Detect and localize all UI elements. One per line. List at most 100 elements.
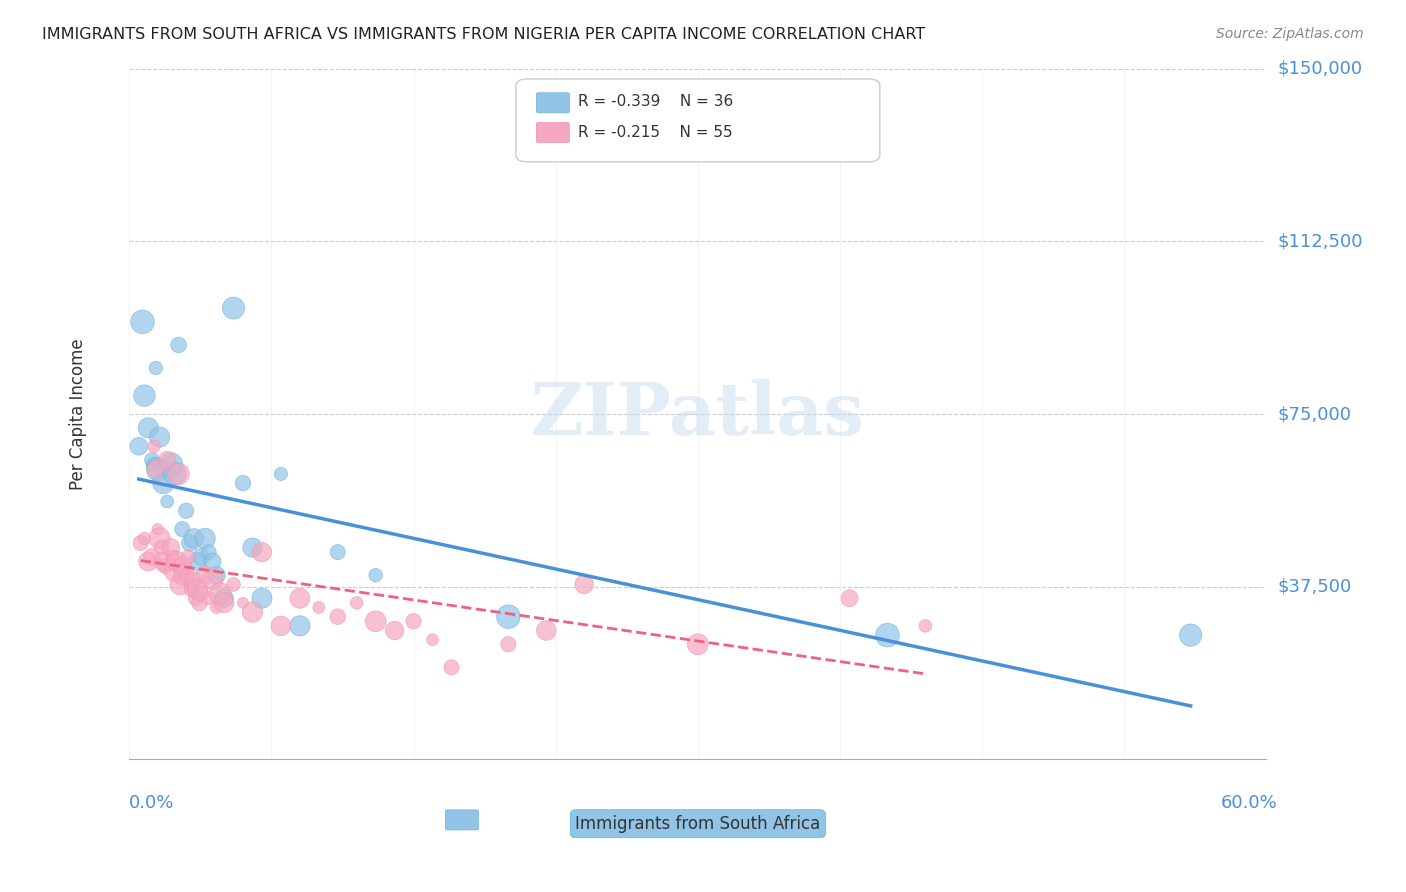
Point (141, 549, 163, 564)
Point (572, 577, 595, 591)
Point (194, 568, 217, 582)
FancyBboxPatch shape (537, 122, 569, 143)
Point (146, 522, 169, 536)
Point (205, 568, 228, 582)
Point (160, 541, 183, 555)
Text: Per Capita Income: Per Capita Income (69, 338, 87, 490)
Point (222, 301, 245, 315)
Point (166, 554, 188, 568)
Point (179, 577, 201, 591)
Point (163, 564, 186, 578)
Text: R = -0.339    N = 36: R = -0.339 N = 36 (578, 95, 734, 109)
Point (156, 494, 179, 508)
FancyBboxPatch shape (537, 93, 569, 112)
Point (169, 577, 191, 591)
Point (134, 389, 156, 403)
Point (498, 637, 520, 651)
Point (149, 430, 172, 444)
Point (172, 522, 194, 536)
Point (914, 619, 936, 633)
Point (194, 532, 217, 546)
Text: Immigrants from South Africa: Immigrants from South Africa (575, 814, 821, 833)
Point (152, 554, 174, 568)
Point (250, 591, 273, 606)
Point (174, 568, 197, 582)
Text: 60.0%: 60.0% (1220, 794, 1278, 812)
Point (160, 458, 183, 472)
Point (136, 554, 159, 568)
Point (129, 536, 152, 550)
FancyBboxPatch shape (446, 810, 478, 830)
Point (288, 619, 311, 633)
Point (222, 577, 245, 591)
Point (364, 568, 387, 582)
Point (422, 632, 444, 647)
Point (270, 619, 292, 633)
Point (172, 559, 194, 574)
Point (242, 605, 264, 619)
Point (402, 615, 425, 629)
Point (201, 573, 224, 587)
Text: ZIPatlas: ZIPatlas (531, 378, 865, 450)
Point (288, 591, 311, 606)
Point (198, 545, 221, 559)
Point (163, 467, 186, 481)
Point (190, 549, 212, 564)
Point (183, 532, 205, 546)
Point (242, 541, 264, 555)
Text: $37,500: $37,500 (1278, 578, 1353, 596)
Point (838, 591, 860, 606)
Point (177, 549, 200, 564)
Point (145, 361, 167, 376)
Point (142, 439, 165, 453)
Point (498, 609, 520, 624)
Point (180, 582, 202, 596)
Point (152, 476, 174, 491)
Point (149, 532, 172, 546)
Point (1180, 628, 1202, 642)
Point (346, 596, 368, 610)
Point (232, 596, 254, 610)
Point (184, 591, 207, 606)
Point (134, 532, 156, 546)
FancyBboxPatch shape (516, 79, 880, 161)
Point (142, 458, 165, 472)
Point (198, 591, 221, 606)
Text: R = -0.215    N = 55: R = -0.215 N = 55 (578, 125, 733, 140)
Point (205, 600, 228, 615)
Point (145, 462, 167, 476)
Text: $150,000: $150,000 (1278, 60, 1362, 78)
Point (173, 568, 195, 582)
Point (141, 453, 163, 467)
Point (250, 545, 273, 559)
Point (232, 476, 254, 491)
Point (174, 504, 197, 518)
Point (364, 615, 387, 629)
Point (536, 624, 558, 638)
Point (209, 587, 232, 601)
Text: $75,000: $75,000 (1278, 405, 1351, 423)
Point (270, 467, 292, 481)
Point (440, 660, 463, 674)
Point (326, 609, 349, 624)
Point (190, 587, 212, 601)
Point (146, 462, 169, 476)
Text: Source: ZipAtlas.com: Source: ZipAtlas.com (1216, 27, 1364, 41)
Point (384, 624, 406, 638)
Point (212, 596, 235, 610)
Point (326, 545, 349, 559)
Point (201, 554, 224, 568)
Point (186, 554, 208, 568)
Point (179, 536, 201, 550)
Point (308, 600, 330, 615)
Point (186, 582, 208, 596)
Point (155, 559, 177, 574)
Text: $112,500: $112,500 (1278, 232, 1364, 251)
Point (686, 637, 709, 651)
Point (128, 439, 150, 453)
Point (156, 453, 179, 467)
Text: IMMIGRANTS FROM SOUTH AFRICA VS IMMIGRANTS FROM NIGERIA PER CAPITA INCOME CORREL: IMMIGRANTS FROM SOUTH AFRICA VS IMMIGRAN… (42, 27, 925, 42)
Point (167, 338, 190, 352)
Point (131, 315, 153, 329)
Point (183, 573, 205, 587)
